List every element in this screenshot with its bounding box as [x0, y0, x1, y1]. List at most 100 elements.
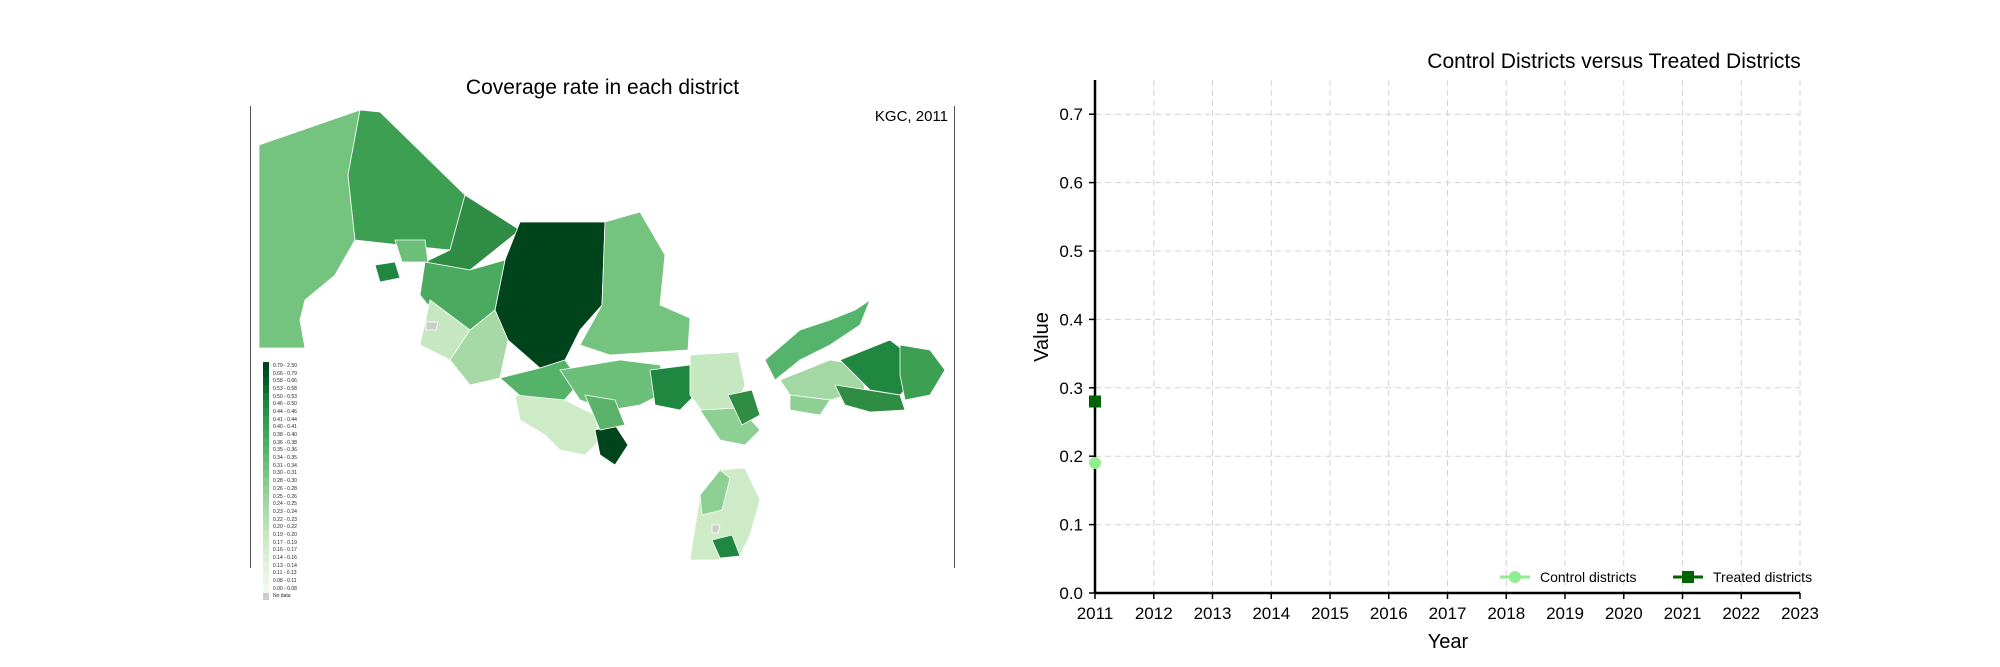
y-tick-label: 0.0: [1059, 584, 1083, 603]
map-legend-label: 0.41 - 0.44: [273, 416, 297, 423]
map-legend-swatch: [263, 523, 269, 532]
map-legend-item: 0.19 - 0.20: [263, 531, 323, 539]
map-legend-label: 0.66 - 0.79: [273, 370, 297, 377]
map-legend-item: 0.35 - 0.36: [263, 446, 323, 455]
region-east-mix-b: [727, 389, 761, 426]
region-west-small-a: [394, 239, 429, 263]
map-legend-swatch: [263, 492, 269, 501]
map-legend-label: 0.08 - 0.11: [273, 578, 297, 585]
map-legend-swatch: [263, 584, 269, 593]
region-northeast: [579, 211, 691, 356]
map-legend-label: 0.17 - 0.19: [273, 539, 297, 546]
region-west-shore: [419, 299, 471, 361]
map-legend-swatch: [263, 538, 269, 547]
map-dataset-label: KGC, 2011: [874, 108, 948, 125]
map-legend-label: 0.00 - 0.08: [273, 585, 297, 592]
x-tick-label: 2021: [1664, 604, 1702, 623]
map-legend-swatch: [263, 377, 269, 386]
map-legend-item: 0.46 - 0.50: [263, 400, 323, 409]
map-legend-item: 0.38 - 0.40: [263, 431, 323, 439]
map-legend-label: 0.19 - 0.20: [273, 531, 297, 538]
y-tick-label: 0.5: [1059, 242, 1083, 261]
region-fergana-e: [789, 394, 831, 416]
district-map: [258, 109, 946, 561]
x-tick-label: 2019: [1546, 604, 1584, 623]
x-tick-labels: 2011 2012 2013 2014 2015 2016 2017 2018 2019 2020…: [1077, 604, 1819, 623]
map-legend-label: 0.25 - 0.26: [273, 493, 297, 500]
map-legend-label: 0.31 - 0.34: [273, 462, 297, 469]
line-chart: Control Districts versus Treated Distric…: [1031, 50, 1819, 653]
region-south-darkest: [594, 424, 629, 466]
region-southern-dark: [711, 534, 741, 559]
map-legend-swatch: [263, 438, 269, 447]
legend-circle-marker: [1509, 571, 1521, 583]
map-legend-label: 0.44 - 0.46: [273, 408, 297, 415]
map-legend-item: 0.13 - 0.14: [263, 561, 323, 570]
map-regions: [258, 109, 946, 561]
map-legend-swatch: [263, 500, 269, 509]
map-legend-label: 0.13 - 0.14: [273, 562, 297, 569]
legend-label: Treated districts: [1713, 569, 1812, 585]
map-legend-item: 0.40 - 0.41: [263, 423, 323, 432]
y-tick-label: 0.3: [1059, 379, 1083, 398]
map-legend-swatch: [263, 385, 269, 393]
y-tick-label: 0.6: [1059, 174, 1083, 193]
map-title: Coverage rate in each district: [465, 76, 740, 99]
map-legend-label: 0.34 - 0.35: [273, 455, 297, 462]
map-legend-label: 0.38 - 0.40: [273, 432, 297, 439]
map-legend-item: 0.41 - 0.44: [263, 415, 323, 424]
map-legend-swatch: [263, 400, 269, 409]
map-legend-item: 0.24 - 0.25: [263, 500, 323, 509]
legend-square-marker: [1682, 571, 1694, 583]
map-legend-item: 0.66 - 0.79: [263, 369, 323, 378]
region-nodata-a: [425, 321, 439, 331]
map-legend: 0.79 - 2.50 0.66 - 0.79 0.58 - 0.66 0.53 - …: [263, 362, 323, 601]
map-legend-swatch: [263, 554, 269, 562]
map-legend-label: 0.14 - 0.16: [273, 555, 297, 562]
y-axis-label: Value: [1031, 312, 1053, 362]
chart-series: [1089, 395, 1101, 470]
map-legend-item: 0.11 - 0.13: [263, 569, 323, 578]
map-legend-swatch: [263, 546, 269, 555]
map-legend-label: 0.53 - 0.58: [273, 385, 297, 392]
x-tick-label: 2022: [1722, 604, 1760, 623]
region-northwest: [347, 109, 466, 251]
map-legend-item: 0.79 - 2.50: [263, 362, 323, 370]
region-nodata-b: [711, 524, 721, 534]
map-legend-label: 0.35 - 0.36: [273, 447, 297, 454]
region-west: [258, 109, 361, 349]
map-legend-swatch: [263, 454, 269, 462]
map-frame-right: [954, 106, 955, 568]
map-legend-label: 0.58 - 0.66: [273, 378, 297, 385]
x-axis-label: Year: [1428, 631, 1469, 653]
map-legend-swatch: [263, 592, 269, 601]
map-legend-label: 0.30 - 0.31: [273, 470, 297, 477]
map-legend-item: 0.44 - 0.46: [263, 408, 323, 416]
region-southwest-light: [514, 394, 601, 456]
chart-axes: [1089, 80, 1801, 599]
map-legend-item: 0.58 - 0.66: [263, 377, 323, 386]
map-legend-item: 0.31 - 0.34: [263, 461, 323, 470]
map-legend-label: 0.22 - 0.23: [273, 516, 297, 523]
map-legend-item: 0.08 - 0.11: [263, 577, 323, 585]
map-legend-swatch: [263, 415, 269, 424]
map-legend-swatch: [263, 515, 269, 524]
map-legend-label: 0.11 - 0.13: [273, 570, 297, 577]
x-tick-label: 2012: [1135, 604, 1173, 623]
region-southern-mid: [699, 469, 731, 516]
map-legend-swatch: [263, 508, 269, 516]
map-legend-item: 0.50 - 0.53: [263, 392, 323, 401]
map-legend-item: 0.20 - 0.22: [263, 523, 323, 532]
control-data-point: [1089, 457, 1101, 470]
region-south-mid: [584, 394, 626, 431]
x-tick-label: 2011: [1077, 604, 1114, 623]
map-legend-swatch: [263, 577, 269, 585]
y-tick-label: 0.2: [1059, 447, 1083, 466]
region-south-dark: [649, 364, 701, 411]
map-legend-item: 0.53 - 0.58: [263, 385, 323, 393]
map-legend-swatch: [263, 469, 269, 478]
map-legend-swatch: [263, 485, 269, 493]
coverage-map-panel: Coverage rate in each district KGC, 2011: [250, 76, 955, 601]
map-legend-item: 0.30 - 0.31: [263, 469, 323, 478]
region-fergana-f: [834, 384, 906, 413]
